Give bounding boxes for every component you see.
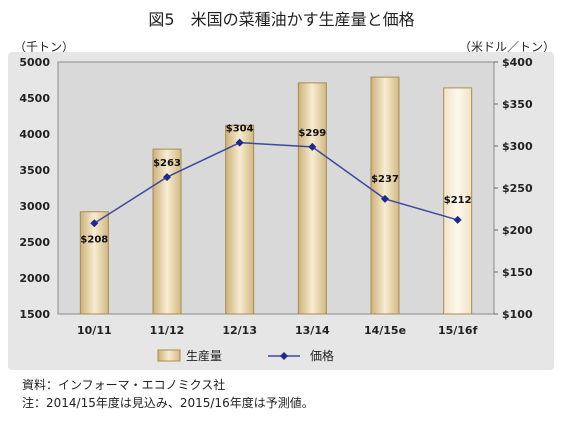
- price-data-label: $237: [371, 174, 399, 185]
- left-tick-label: 3000: [19, 200, 50, 213]
- plot-area: [57, 61, 495, 315]
- right-tick-label: $400: [502, 56, 533, 69]
- price-line: [93, 141, 458, 224]
- right-tick-label: $150: [502, 266, 533, 279]
- price-data-label: $263: [153, 158, 181, 169]
- price-point: [453, 215, 462, 224]
- left-tick-label: 5000: [19, 56, 50, 69]
- price-point: [163, 173, 171, 182]
- legend-line-label: 価格: [310, 348, 334, 363]
- price-data-label: $304: [226, 124, 254, 135]
- right-tick-label: $300: [502, 140, 533, 153]
- right-tick-label: $250: [502, 182, 533, 195]
- x-tick-label: 14/15e: [364, 324, 406, 337]
- left-tick-label: 2000: [19, 272, 50, 285]
- right-axis-unit: （米ドル／トン）: [458, 40, 555, 54]
- left-tick-label: 4500: [19, 92, 50, 105]
- x-tick-label: 15/16f: [438, 324, 478, 337]
- legend-bar-swatch: [157, 349, 181, 362]
- bar-15/16f: [443, 87, 473, 315]
- right-tick-label: $200: [502, 224, 533, 237]
- price-point: [235, 138, 244, 147]
- legend-bar-label: 生産量: [186, 348, 222, 363]
- bar-11/12: [152, 148, 182, 315]
- price-point: [381, 194, 389, 203]
- bar-10/11: [79, 211, 109, 315]
- footnote: 注：2014/15年度は見込み、2015/16年度は予測値。: [22, 396, 314, 410]
- x-tick-label: 10/11: [77, 324, 112, 337]
- price-point: [90, 219, 99, 228]
- bar-12/13: [225, 124, 255, 315]
- chart-notes: 資料：インフォーマ・エコノミクス社 注：2014/15年度は見込み、2015/1…: [22, 376, 314, 412]
- left-tick-label: 4000: [19, 128, 50, 141]
- price-point: [308, 142, 317, 151]
- price-data-label: $212: [444, 195, 472, 206]
- left-axis-unit: （千トン）: [14, 40, 75, 54]
- price-data-label: $299: [298, 128, 326, 139]
- left-tick-label: 2500: [19, 236, 50, 249]
- right-tick-label: $350: [502, 98, 533, 111]
- chart-title: 図5 米国の菜種油かす生産量と価格: [148, 10, 415, 29]
- x-tick-label: 11/12: [150, 324, 185, 337]
- price-data-label: $208: [80, 234, 108, 245]
- legend-line-marker: [280, 352, 288, 360]
- left-tick-label: 1500: [19, 308, 50, 321]
- source-note: 資料：インフォーマ・エコノミクス社: [22, 378, 226, 392]
- x-tick-label: 13/14: [295, 324, 330, 337]
- left-tick-label: 3500: [19, 164, 50, 177]
- right-tick-label: $100: [502, 308, 533, 321]
- x-tick-label: 12/13: [222, 324, 257, 337]
- bar-13/14: [297, 82, 327, 315]
